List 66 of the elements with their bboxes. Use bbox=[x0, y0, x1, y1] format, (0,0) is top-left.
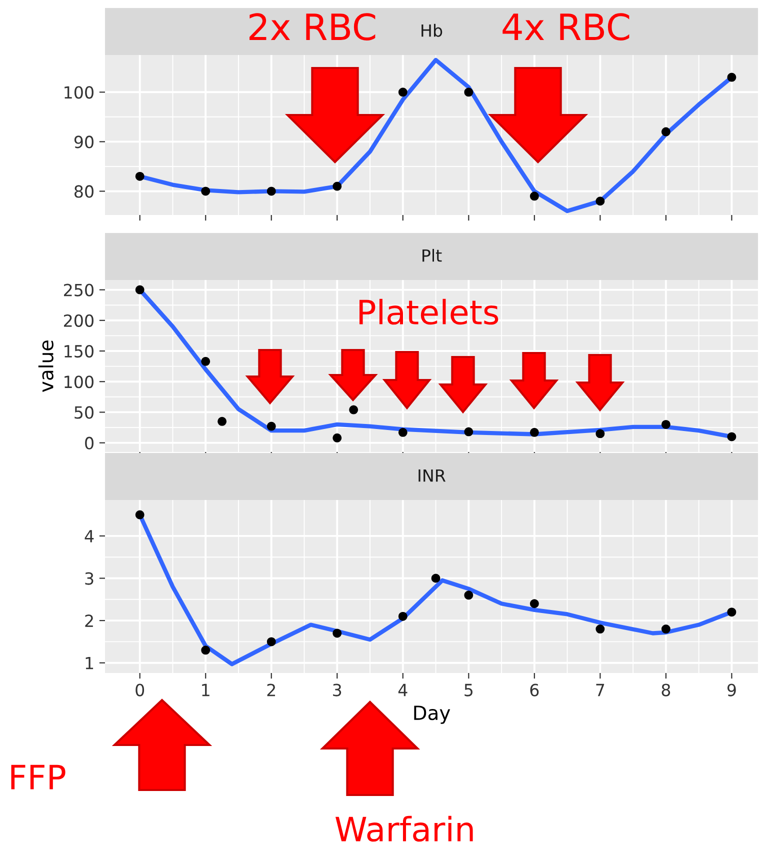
x-tick-label: 6 bbox=[530, 684, 539, 696]
point bbox=[596, 429, 605, 438]
point bbox=[530, 192, 539, 201]
x-tick-label: 3 bbox=[333, 684, 342, 696]
annotation: Platelets bbox=[359, 298, 498, 325]
point bbox=[661, 624, 670, 634]
x-tick-label: 7 bbox=[596, 684, 604, 696]
point bbox=[398, 428, 408, 437]
point bbox=[218, 416, 227, 426]
x-tick-label: 5 bbox=[464, 684, 472, 696]
y-tick-label: 200 bbox=[64, 314, 94, 327]
y-tick-label: 100 bbox=[64, 376, 94, 388]
point bbox=[266, 637, 276, 646]
y-tick-label: 80 bbox=[74, 185, 94, 198]
y-tick-label: 250 bbox=[64, 284, 94, 296]
point bbox=[201, 356, 210, 366]
point bbox=[398, 612, 408, 621]
x-axis-title: Day bbox=[414, 706, 450, 724]
point bbox=[201, 646, 210, 655]
chart-title: Plt bbox=[422, 248, 442, 262]
y-tick-label: 50 bbox=[74, 406, 94, 419]
point bbox=[135, 510, 144, 520]
text: Warfarin bbox=[336, 816, 473, 842]
chart-title: Hb bbox=[422, 24, 442, 37]
point bbox=[332, 628, 342, 638]
chart-title: INR bbox=[418, 469, 446, 482]
point bbox=[332, 182, 342, 191]
point bbox=[135, 285, 144, 294]
y-tick-label: 2 bbox=[85, 614, 93, 627]
point bbox=[464, 427, 474, 436]
x-tick-label: 4 bbox=[398, 684, 408, 696]
point bbox=[431, 574, 440, 583]
y-tick-label: 150 bbox=[64, 344, 94, 358]
y-tick-label: 1 bbox=[86, 657, 94, 670]
text: 4x RBC bbox=[502, 13, 630, 40]
point bbox=[661, 127, 670, 136]
y-tick-label: 100 bbox=[64, 86, 94, 99]
point bbox=[398, 88, 408, 97]
point bbox=[727, 72, 736, 82]
y-tick-label: 4 bbox=[84, 530, 94, 542]
point bbox=[349, 405, 358, 414]
point bbox=[727, 432, 736, 442]
y-axis-title: value bbox=[38, 340, 54, 392]
x-tick-label: 9 bbox=[727, 684, 736, 696]
point bbox=[596, 624, 605, 634]
x-tick-label: 1 bbox=[202, 684, 210, 696]
y-tick-label: 3 bbox=[85, 572, 94, 585]
point bbox=[596, 196, 605, 206]
point bbox=[332, 433, 342, 442]
point bbox=[530, 599, 539, 608]
text: FFP bbox=[11, 764, 66, 790]
point bbox=[727, 608, 736, 617]
x-tick-label: 8 bbox=[662, 684, 670, 696]
point bbox=[266, 186, 276, 196]
x-tick-label: 0 bbox=[136, 684, 144, 696]
point bbox=[135, 172, 144, 181]
point bbox=[266, 422, 276, 431]
point bbox=[464, 88, 474, 97]
y-tick-label: 90 bbox=[74, 136, 94, 148]
point bbox=[464, 590, 474, 600]
point bbox=[530, 428, 539, 437]
point bbox=[661, 420, 670, 429]
x-tick-label: 2 bbox=[267, 684, 276, 696]
y-tick-label: 0 bbox=[85, 436, 94, 450]
point bbox=[201, 186, 210, 196]
text: 2x RBC bbox=[250, 13, 376, 40]
